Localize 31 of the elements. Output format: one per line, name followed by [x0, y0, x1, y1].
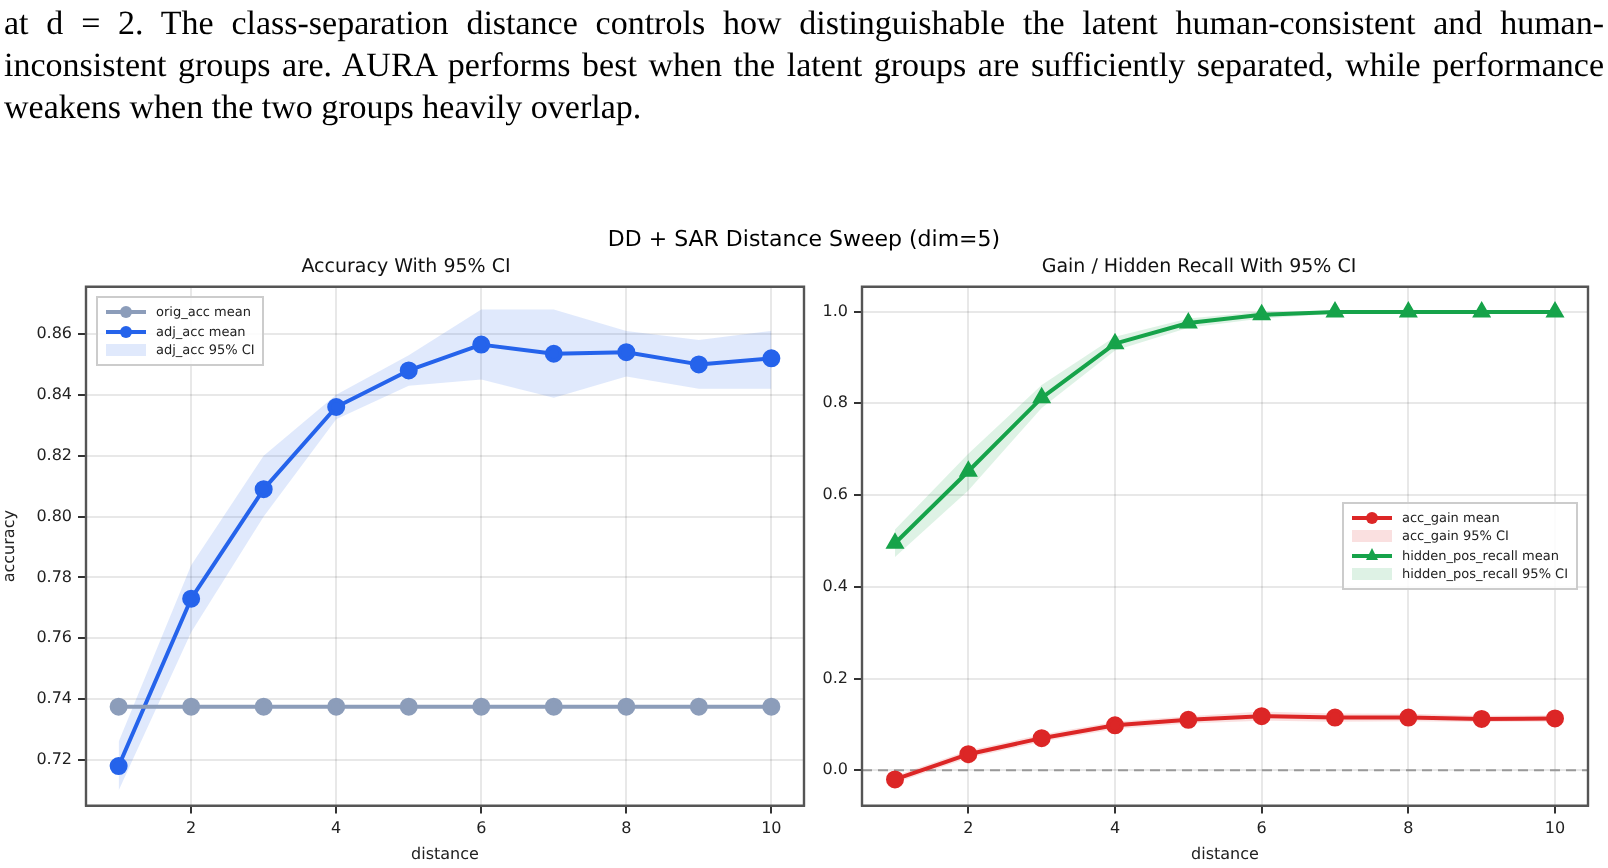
y-tick-label: 0.2 [822, 668, 848, 687]
y-tick-label: 0.74 [36, 689, 72, 708]
y-tick-label: 0.4 [822, 576, 848, 595]
x-tick-label: 6 [1256, 819, 1267, 838]
y-tick-label: 0.8 [822, 393, 848, 412]
x-tick-label: 8 [621, 819, 632, 838]
y-tick-label: 1.0 [822, 301, 848, 320]
y-tick-label: 0.78 [36, 567, 72, 586]
y-tick-label: 0.82 [36, 445, 72, 464]
x-tick-label: 10 [761, 819, 782, 838]
x-tick-label: 10 [1544, 819, 1566, 838]
x-tick-label: 4 [331, 819, 342, 838]
y-tick-label: 0.80 [36, 506, 72, 525]
y-tick-label: 0.76 [36, 628, 72, 647]
chart-title: Gain / Hidden Recall With 95% CI [1041, 256, 1357, 279]
text: at d = 2. The class-separation distance controls how distinguishable the latent human-consistent and human-inconsistent groups are. AURA performs best when the latent groups are sufficiently separated, while performance weakens when the two groups heavily overlap. [4, 2, 1604, 128]
chart-title: Accuracy With 95% CI [301, 256, 511, 279]
x-tick-label: 6 [476, 819, 487, 838]
y-tick-label: 0.86 [36, 324, 72, 343]
x-tick-label: 2 [963, 819, 974, 838]
x-tick-label: 4 [1109, 819, 1121, 838]
y-tick-label: 0.72 [36, 750, 72, 769]
x-axis-title: distance [411, 844, 480, 863]
x-tick-label: 8 [1403, 819, 1414, 838]
x-axis-title: distance [1191, 844, 1260, 863]
y-tick-label: 0.84 [36, 384, 72, 403]
x-tick-label: 2 [186, 819, 197, 838]
y-tick-label: 0.0 [822, 760, 848, 779]
text: DD + SAR Distance Sweep (dim=5) [605, 226, 1003, 252]
y-tick-label: 0.6 [822, 485, 848, 504]
y-axis-title: accuracy [0, 509, 18, 583]
